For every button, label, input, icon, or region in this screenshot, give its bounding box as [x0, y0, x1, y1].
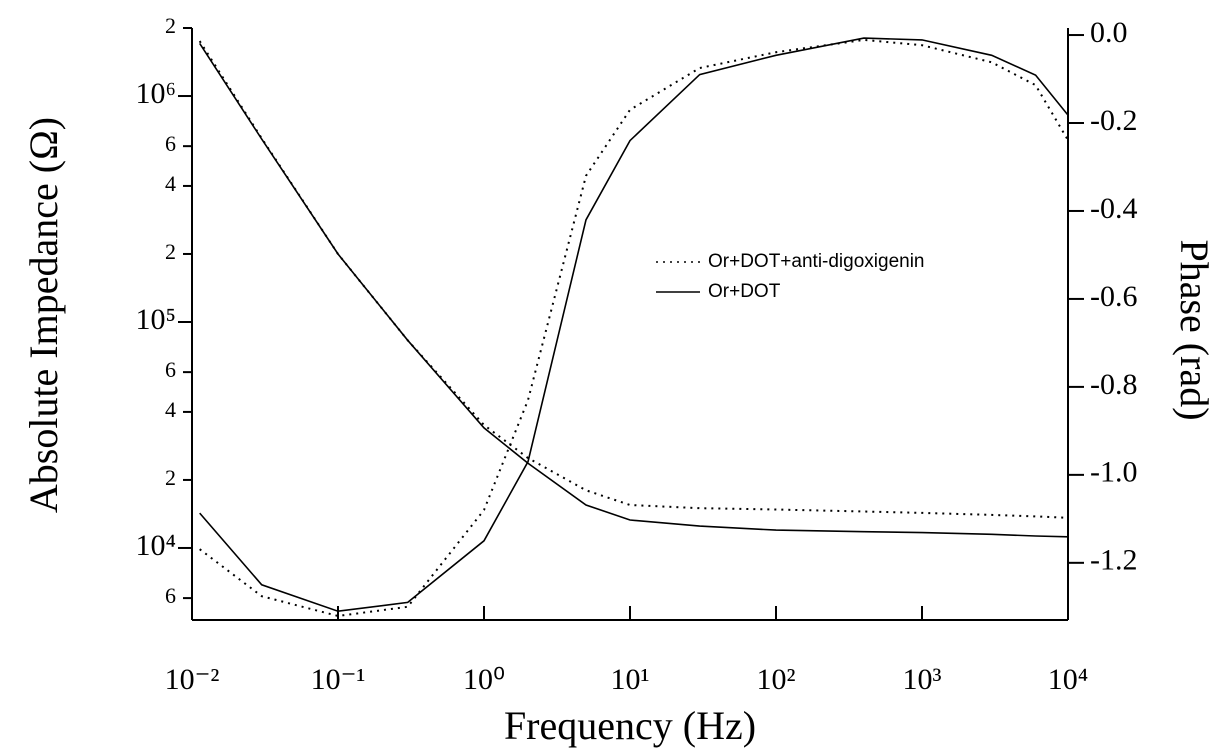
y-tick-label: 2	[165, 465, 176, 490]
x-tick-label: 10⁻¹	[311, 663, 366, 696]
x-tick-label: 10⁴	[1048, 663, 1088, 696]
x-tick-label: 10²	[757, 663, 796, 696]
x-tick-label: 10³	[903, 663, 942, 696]
y2-axis-title: Phase (rad)	[1172, 239, 1217, 420]
y-tick-label: 4	[165, 171, 176, 196]
y2-tick-label: -0.8	[1090, 368, 1138, 401]
y-tick-label: 2	[165, 239, 176, 264]
y-tick-label: 2	[165, 13, 176, 38]
x-tick-label: 10¹	[611, 663, 650, 696]
x-tick-label: 10⁰	[463, 663, 505, 696]
series-line	[199, 37, 1069, 613]
legend-label: Or+DOT+anti-digoxigenin	[708, 251, 925, 272]
y-tick-label: 6	[165, 131, 176, 156]
x-axis-title: Frequency (Hz)	[504, 703, 756, 748]
y2-tick-label: -1.0	[1090, 456, 1138, 489]
y-tick-label: 6	[165, 357, 176, 382]
y-tick-label: 10⁶	[136, 77, 176, 110]
y-axis-title: Absolute Impedance (Ω)	[21, 117, 66, 513]
series-line	[199, 42, 1069, 538]
y2-tick-label: -0.2	[1090, 104, 1138, 137]
series-line	[198, 40, 1069, 519]
series-line	[199, 38, 1069, 618]
y2-tick-label: -1.2	[1090, 544, 1138, 577]
y-tick-label: 10⁵	[136, 303, 176, 336]
x-tick-label: 10⁻²	[165, 663, 220, 696]
legend-label: Or+DOT	[708, 281, 781, 302]
y-tick-label: 4	[165, 397, 176, 422]
y2-tick-label: -0.4	[1090, 192, 1138, 225]
y2-tick-label: 0.0	[1090, 16, 1128, 49]
y-tick-label: 10⁴	[136, 529, 176, 562]
y2-tick-label: -0.6	[1090, 280, 1138, 313]
y-tick-label: 6	[165, 583, 176, 608]
